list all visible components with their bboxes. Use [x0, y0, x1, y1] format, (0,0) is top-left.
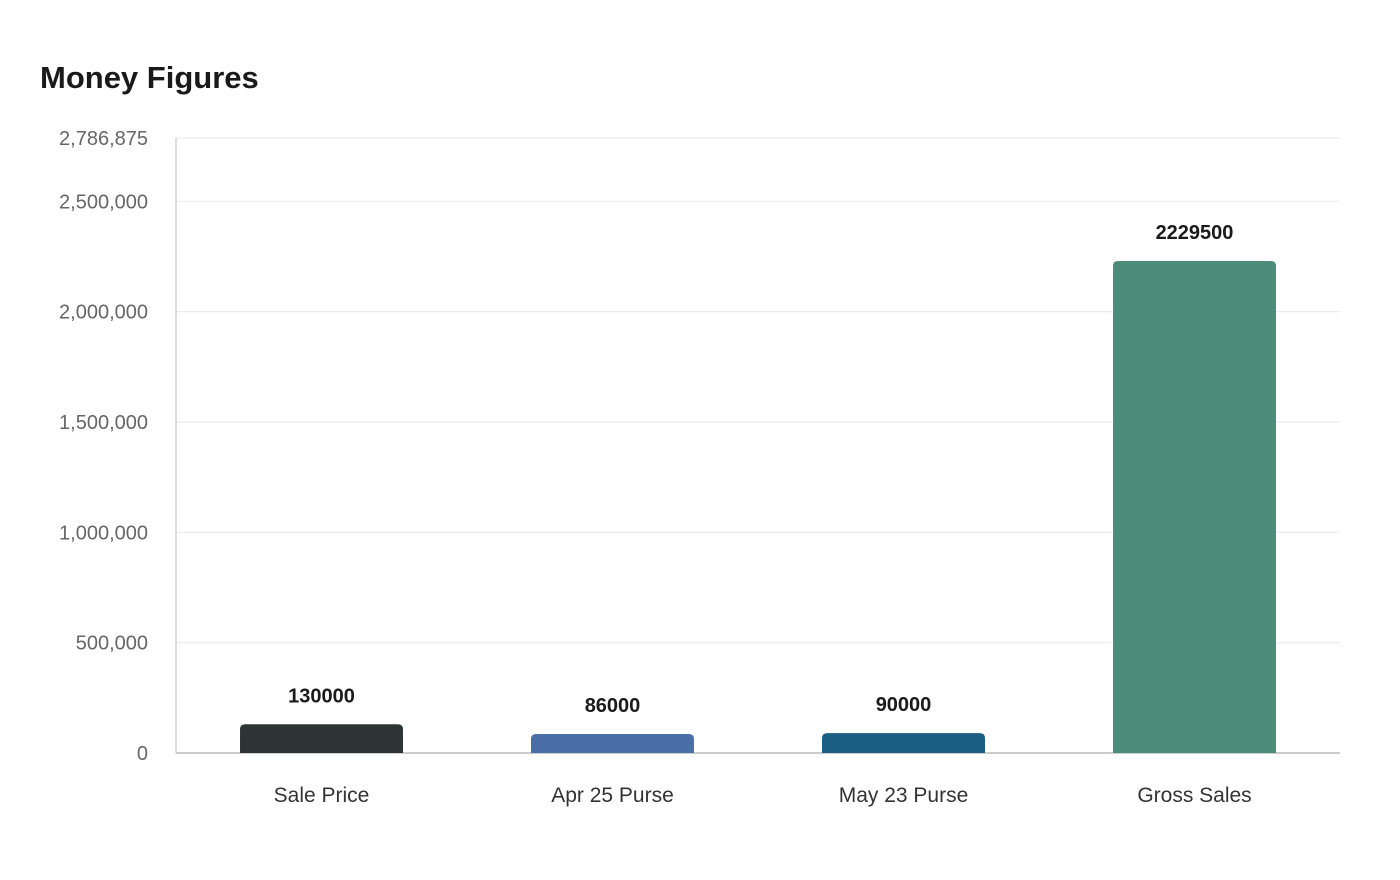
- y-tick-label: 1,000,000: [59, 522, 148, 544]
- bar-value-labels: 130000 86000 90000 2229500: [288, 222, 1233, 717]
- y-axis-ticks: 0 500,000 1,000,000 1,500,000 2,000,000 2,500…: [59, 128, 148, 765]
- bar-value-label: 86000: [585, 695, 641, 717]
- y-tick-label: 2,786,875: [59, 128, 148, 150]
- x-category-label: May 23 Purse: [839, 784, 969, 807]
- x-axis-categories: Sale Price Apr 25 Purse May 23 Purse Gross …: [274, 784, 1252, 807]
- y-tick-label: 1,500,000: [59, 412, 148, 434]
- bar-may-23-purse[interactable]: [822, 733, 985, 753]
- chart-title: Money Figures: [40, 60, 259, 95]
- x-category-label: Gross Sales: [1137, 784, 1251, 807]
- y-tick-label: 500,000: [76, 633, 148, 655]
- bar-gross-sales[interactable]: [1113, 261, 1276, 753]
- bars: [240, 261, 1276, 753]
- y-tick-label: 2,500,000: [59, 191, 148, 213]
- bar-sale-price[interactable]: [240, 724, 403, 753]
- gridlines: [176, 137, 1340, 644]
- bar-value-label: 90000: [876, 694, 932, 716]
- x-category-label: Apr 25 Purse: [551, 784, 674, 807]
- y-tick-label: 2,000,000: [59, 302, 148, 324]
- y-tick-label: 0: [137, 743, 148, 765]
- bar-value-label: 2229500: [1156, 222, 1234, 244]
- bar-value-label: 130000: [288, 685, 355, 707]
- bar-apr-25-purse[interactable]: [531, 734, 694, 753]
- x-category-label: Sale Price: [274, 784, 370, 807]
